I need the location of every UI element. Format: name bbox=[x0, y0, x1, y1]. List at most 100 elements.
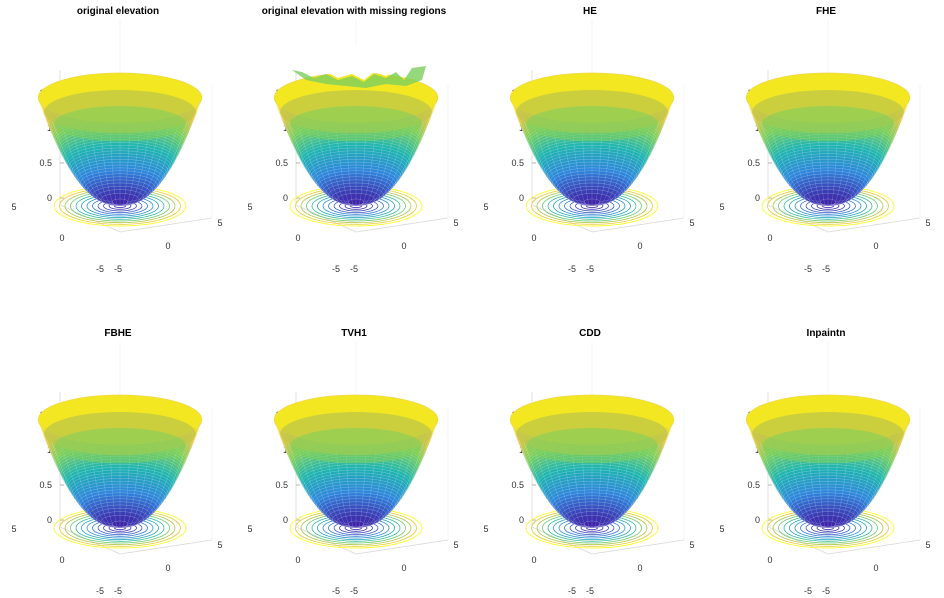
x-tick-label: 0 bbox=[165, 241, 170, 251]
x-tick-label: -5 bbox=[350, 264, 358, 274]
subplot-title: CDD bbox=[579, 328, 601, 339]
x-tick-label: 5 bbox=[453, 218, 458, 228]
surface-meridian bbox=[362, 109, 428, 204]
z-tick-label: 0 bbox=[755, 193, 760, 203]
y-tick-label: 5 bbox=[483, 202, 488, 212]
y-tick-label: 5 bbox=[483, 524, 488, 534]
surface-inner bbox=[526, 106, 658, 142]
subplot-title: HE bbox=[583, 6, 597, 17]
surface-meridian bbox=[520, 109, 586, 204]
x-tick-label: -5 bbox=[586, 264, 594, 274]
surface-meridian bbox=[37, 419, 113, 525]
surface-plot: 00.511.550-5-505 bbox=[719, 20, 931, 274]
surface-meridian bbox=[284, 109, 350, 204]
surface-meridian bbox=[48, 109, 114, 204]
x-tick-label: 5 bbox=[453, 540, 458, 550]
surface-meridian bbox=[37, 97, 113, 203]
surface-slice bbox=[347, 520, 365, 528]
y-tick-label: 0 bbox=[295, 233, 300, 243]
surface-plot: 00.511.550-5-505 bbox=[11, 342, 223, 596]
axis-box-line bbox=[591, 217, 685, 233]
surface-meridian bbox=[599, 97, 675, 203]
y-tick-label: 0 bbox=[59, 555, 64, 565]
surface-meridian bbox=[509, 419, 585, 525]
surface-meridian bbox=[756, 109, 822, 204]
y-tick-label: 0 bbox=[531, 555, 536, 565]
x-tick-label: -5 bbox=[114, 586, 122, 596]
axis-box-line bbox=[355, 217, 449, 233]
axis-box-line bbox=[827, 539, 921, 555]
x-tick-label: 5 bbox=[689, 540, 694, 550]
y-tick-label: 0 bbox=[767, 233, 772, 243]
missing-edge bbox=[292, 66, 426, 88]
surface-meridian bbox=[835, 419, 911, 525]
y-tick-label: -5 bbox=[332, 586, 340, 596]
x-tick-label: -5 bbox=[350, 586, 358, 596]
y-tick-label: -5 bbox=[804, 586, 812, 596]
surface-slice bbox=[819, 198, 837, 206]
axis-box-line bbox=[355, 539, 449, 555]
subplot-title: FBHE bbox=[104, 328, 132, 339]
x-tick-label: 5 bbox=[925, 218, 930, 228]
x-tick-label: 5 bbox=[689, 218, 694, 228]
surface-slice bbox=[583, 520, 601, 528]
axis-box-line bbox=[531, 204, 593, 233]
surface-meridian bbox=[363, 97, 439, 203]
surface-meridian bbox=[126, 109, 192, 204]
subplot-title: original elevation with missing regions bbox=[261, 6, 447, 17]
subplot-title: Inpaintn bbox=[806, 328, 846, 339]
x-tick-label: 5 bbox=[925, 540, 930, 550]
surface-meridian bbox=[745, 97, 821, 203]
y-tick-label: -5 bbox=[568, 264, 576, 274]
surface-meridian bbox=[756, 431, 822, 526]
axis-box-line bbox=[59, 526, 121, 555]
surface-inner bbox=[290, 106, 422, 142]
x-tick-label: -5 bbox=[822, 586, 830, 596]
surface-slice bbox=[583, 198, 601, 206]
z-tick-label: 0 bbox=[755, 515, 760, 525]
axis-box-line bbox=[531, 526, 593, 555]
surface-inner bbox=[762, 428, 894, 464]
axis-box-line bbox=[827, 217, 921, 233]
surface-meridian bbox=[126, 431, 192, 526]
surface-slice bbox=[111, 520, 129, 528]
y-tick-label: 5 bbox=[719, 202, 724, 212]
surface-meridian bbox=[127, 419, 203, 525]
x-tick-label: -5 bbox=[114, 264, 122, 274]
z-tick-label: 0 bbox=[283, 515, 288, 525]
z-tick-label: 0.5 bbox=[275, 480, 288, 490]
y-tick-label: -5 bbox=[96, 264, 104, 274]
y-tick-label: 5 bbox=[11, 202, 16, 212]
surface-inner bbox=[526, 428, 658, 464]
z-tick-label: 0.5 bbox=[39, 480, 52, 490]
x-tick-label: 0 bbox=[165, 563, 170, 573]
surface-meridian bbox=[273, 419, 349, 525]
y-tick-label: 5 bbox=[719, 524, 724, 534]
surface-meridian bbox=[599, 419, 675, 525]
surface-inner bbox=[54, 106, 186, 142]
surface-meridian bbox=[598, 431, 664, 526]
z-tick-label: 0 bbox=[519, 515, 524, 525]
surface-meridian bbox=[745, 419, 821, 525]
subplot-title: original elevation bbox=[76, 6, 160, 17]
y-tick-label: -5 bbox=[804, 264, 812, 274]
axis-box-line bbox=[295, 526, 357, 555]
y-tick-label: -5 bbox=[332, 264, 340, 274]
surface-inner bbox=[762, 106, 894, 142]
surface-meridian bbox=[363, 419, 439, 525]
axis-box-line bbox=[295, 204, 357, 233]
z-tick-label: 0 bbox=[47, 515, 52, 525]
x-tick-label: 0 bbox=[873, 241, 878, 251]
x-tick-label: 0 bbox=[637, 563, 642, 573]
surface-plot: 00.511.550-5-505 bbox=[247, 342, 459, 596]
x-tick-label: 0 bbox=[637, 241, 642, 251]
x-tick-label: -5 bbox=[822, 264, 830, 274]
x-tick-label: 5 bbox=[217, 218, 222, 228]
z-tick-label: 0.5 bbox=[511, 158, 524, 168]
y-tick-label: 0 bbox=[59, 233, 64, 243]
